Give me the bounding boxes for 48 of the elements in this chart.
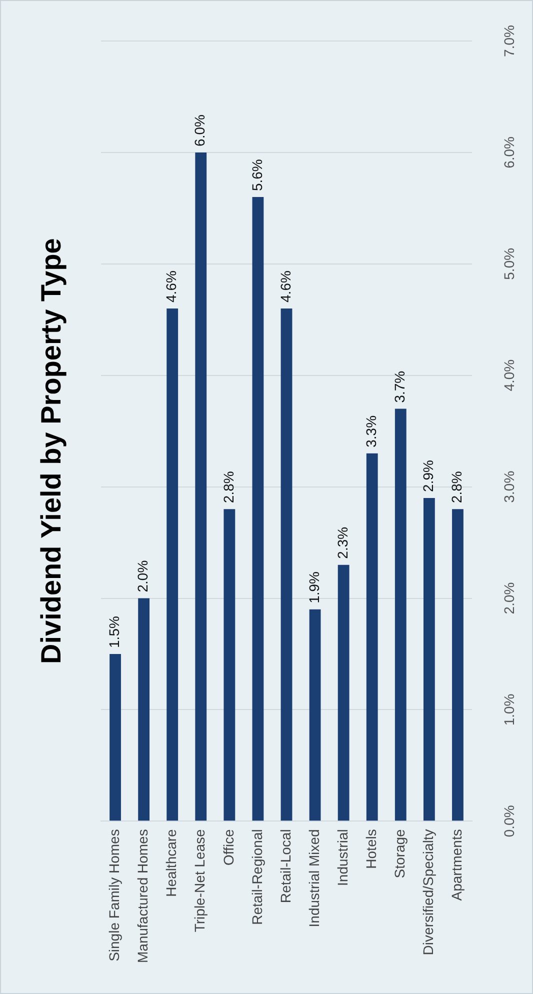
y-tick-label: 6.0% <box>500 136 517 168</box>
bar <box>166 308 178 821</box>
data-label: 3.7% <box>392 370 408 403</box>
data-label: 1.9% <box>306 571 322 604</box>
data-label: 4.6% <box>163 270 180 302</box>
data-label: 3.3% <box>362 415 379 448</box>
bar <box>280 308 292 821</box>
y-tick-label: 7.0% <box>500 25 517 57</box>
x-tick-label: Diversified/Specialty <box>420 829 436 956</box>
data-label: 5.6% <box>248 159 265 192</box>
data-label: 2.0% <box>134 560 151 592</box>
data-label: 6.0% <box>192 114 208 146</box>
y-tick-label: 0.0% <box>500 805 517 838</box>
bar <box>252 197 264 821</box>
x-tick-label: Storage <box>392 828 408 878</box>
data-label: 2.8% <box>220 471 236 504</box>
y-tick-label: 4.0% <box>500 359 517 392</box>
bar <box>423 498 435 821</box>
bar <box>195 152 207 821</box>
data-label: 2.8% <box>448 471 465 504</box>
data-label: 4.6% <box>277 270 294 302</box>
bar <box>110 654 121 821</box>
bar <box>224 509 236 821</box>
x-tick-label: Retail-Regional <box>248 829 265 925</box>
x-tick-label: Hotels <box>362 829 379 869</box>
bar <box>366 453 378 821</box>
x-tick-label: Healthcare <box>163 828 180 897</box>
data-label: 1.5% <box>106 616 122 648</box>
x-tick-label: Single Family Homes <box>106 829 122 962</box>
text: Dividend Yield by Property Type <box>36 238 67 664</box>
y-tick-label: 2.0% <box>500 582 517 614</box>
bar <box>394 408 406 821</box>
bar <box>138 598 150 821</box>
x-tick-label: Retail-Local <box>277 829 294 904</box>
x-tick-label: Industrial <box>334 829 350 886</box>
data-label: 2.3% <box>334 526 350 559</box>
data-label: 2.9% <box>420 460 436 492</box>
x-tick-label: Office <box>220 828 236 866</box>
x-tick-label: Triple-Net Lease <box>192 828 208 932</box>
x-tick-label: Apartments <box>448 829 465 901</box>
y-tick-label: 1.0% <box>500 694 517 726</box>
bar <box>452 509 464 821</box>
x-tick-label: Industrial Mixed <box>306 829 322 928</box>
bar <box>309 609 321 821</box>
bar <box>338 564 350 821</box>
y-tick-label: 3.0% <box>500 470 517 503</box>
x-tick-label: Manufactured Homes <box>134 829 151 964</box>
y-tick-label: 5.0% <box>500 248 517 280</box>
